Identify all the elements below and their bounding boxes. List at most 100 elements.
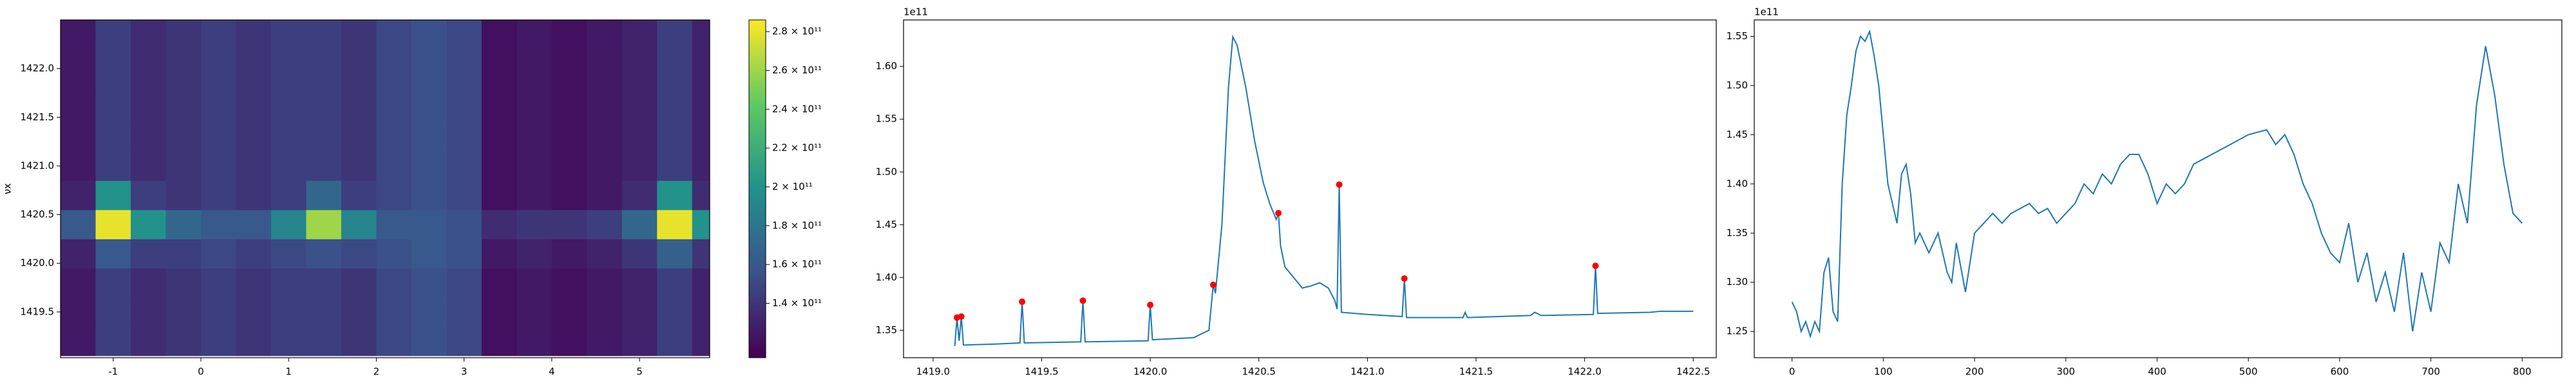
heatmap-cell [692,20,710,35]
heatmap-cell [376,297,412,327]
heatmap-cell [341,151,377,181]
heatmap-cell [376,151,412,181]
y-tick-label: 1.25 [1727,326,1748,337]
peak-marker [1275,210,1282,217]
heatmap-cell [411,93,447,123]
heatmap-cell [130,64,166,93]
heatmap-cell [411,151,447,181]
heatmap-cell [516,297,553,327]
heatmap-cell [306,151,342,181]
heatmap-cell [130,297,166,327]
plot-area [1791,29,2523,339]
heatmap-cell [61,297,96,327]
heatmap-cell [692,122,710,152]
heatmap-cell [200,34,236,64]
heatmap-cell [411,297,447,327]
x-tick-label: 600 [2331,366,2349,378]
y-tick-label: 1.45 [876,219,897,230]
heatmap-cell [411,20,447,35]
heatmap-cell [166,122,202,152]
peak-marker [1336,181,1343,188]
x-tick-label: 100 [1874,366,1893,378]
heatmap-cell [587,180,623,210]
heatmap-cell [621,210,658,239]
heatmap-cell [376,34,412,64]
heatmap-cell [166,64,202,93]
x-tick-label: 1419.0 [916,366,951,378]
heatmap-cell [621,64,658,93]
heatmap-cell [657,326,693,356]
heatmap-cell [306,239,342,269]
heatmap-cell [341,297,377,327]
heatmap-cell [306,34,342,64]
line [1791,29,2523,339]
heatmap-cell [481,180,517,210]
heatmap-cell [270,326,307,356]
heatmap-cell [551,180,587,210]
y-tick-label: 1.60 [876,60,897,72]
axes-frame [60,19,710,358]
heatmap-cell [657,268,693,298]
plot-area [953,34,1694,347]
heatmap-cell [692,180,710,210]
heatmap-cell [95,268,131,298]
y-tick-label: 1420.0 [21,257,55,269]
heatmap-cell [130,20,166,35]
heatmap-cell [657,180,693,210]
heatmap-cell [341,93,377,123]
heatmap-cell [446,151,482,181]
x-tick-label: 3 [461,366,468,378]
heatmap-cell [551,93,587,123]
x-tick-label: 1422.0 [1567,366,1602,378]
heatmap-cell [236,239,272,269]
heatmap-cell [306,93,342,123]
peak-marker [1209,281,1217,288]
y-tick-label: 1.40 [1727,178,1748,189]
heatmap-cell [692,239,710,269]
colorbar-tick-label: 2.8 × 10¹¹ [772,26,822,37]
heatmap-cell [95,93,131,123]
heatmap-cell [341,64,377,93]
colorbar-tick-label: 1.6 × 10¹¹ [772,259,822,270]
heatmap-cell [376,20,412,35]
heatmap-cell [587,64,623,93]
y-axis-label: νx [2,183,14,194]
heatmap-cell [166,268,202,298]
heatmap-cell [621,20,658,35]
peak-marker [1592,262,1599,270]
heatmap-cell [516,34,553,64]
heatmap-cell [95,210,131,239]
heatmap-cell [61,180,96,210]
heatmap-cell [166,239,202,269]
heatmap-cell [130,151,166,181]
x-tick-label: 1422.5 [1676,366,1710,378]
x-tick-label: 1421.5 [1459,366,1493,378]
heatmap-cell [200,122,236,152]
heatmap-cell [411,326,447,356]
y-tick-label: 1420.5 [21,208,55,220]
heatmap-cell [516,64,553,93]
heatmap-cell [166,326,202,356]
heatmap-cell [270,239,307,269]
peak-marker [1019,299,1026,306]
heatmap-cell [270,180,307,210]
heatmap-cell [341,122,377,152]
heatmap-cell [95,122,131,152]
heatmap-cell [621,122,658,152]
heatmap-cell [551,20,587,35]
colorbar-tick-label: 1.4 × 10¹¹ [772,297,822,309]
x-tick-label: -1 [108,366,118,378]
heatmap-cell [306,122,342,152]
heatmap-cell [306,268,342,298]
x-tick-label: 5 [636,366,643,378]
heatmap-cell [341,180,377,210]
heatmap-cell [411,239,447,269]
y-tick-label: 1.35 [876,324,897,336]
heatmap-cell [376,210,412,239]
axes-frame [1754,19,2562,358]
heatmap-cell [551,268,587,298]
heatmap-cell [270,297,307,327]
x-tick-label: 0 [198,366,204,378]
heatmap-cell [166,180,202,210]
